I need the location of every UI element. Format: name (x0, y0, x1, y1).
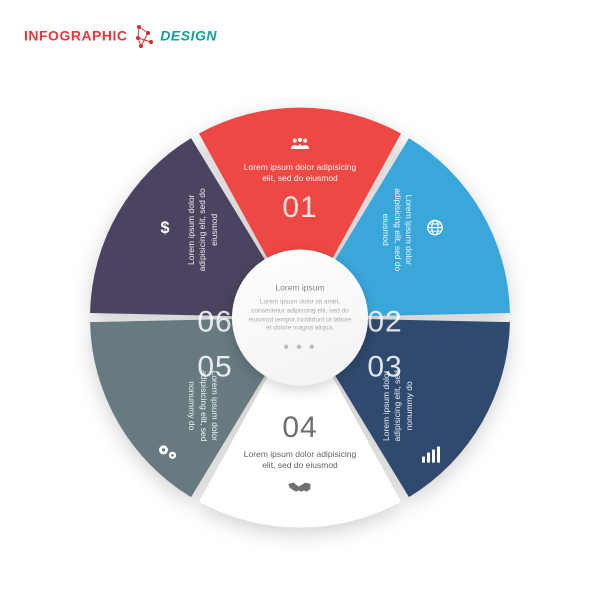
center-hub: Lorem ipsum Lorem ipsum dolor sit amet, … (232, 250, 368, 386)
logo-word-2: DESIGN (160, 28, 217, 44)
hub-body: Lorem ipsum dolor sit amet, consectetur … (246, 299, 354, 334)
segment-03-text: Lorem ipsum dolor adipisicing elit, sed … (381, 351, 415, 461)
segment-01-number: 01 (240, 191, 360, 225)
segment-05 (149, 444, 187, 472)
logo-network-icon (133, 24, 155, 50)
segment-04: 04 Lorem ipsum dolor adipisicing elit, s… (240, 411, 360, 500)
segment-02 (416, 219, 454, 247)
globe-icon (416, 219, 454, 241)
people-icon (240, 134, 360, 156)
gears-icon (149, 444, 187, 466)
brand-logo: INFOGRAPHIC DESIGN (24, 24, 217, 50)
segment-04-text: Lorem ipsum dolor adipisicing elit, sed … (240, 449, 360, 472)
dollar-icon: $ (146, 219, 184, 241)
segment-01-text: Lorem ipsum dolor adipisicing elit, sed … (240, 162, 360, 185)
segment-06-text: Lorem ipsum dolor adipisicing elit, sed … (186, 175, 220, 285)
logo-word-1: INFOGRAPHIC (24, 28, 128, 44)
svg-text:$: $ (160, 219, 169, 237)
segment-05-text: Lorem ipsum dolor adipisicing elit, sed … (186, 351, 220, 461)
handshake-icon (240, 478, 360, 500)
segment-04-number: 04 (240, 411, 360, 445)
segment-03 (413, 446, 451, 474)
segment-06: $ (146, 219, 184, 247)
segment-02-text: Lorem ipsum dolor adipisicing elit, sed … (380, 175, 414, 285)
infographic-wheel: Lorem ipsum dolor adipisicing elit, sed … (80, 98, 520, 538)
bars-icon (413, 446, 451, 468)
segment-01: Lorem ipsum dolor adipisicing elit, sed … (240, 134, 360, 225)
hub-pager-dots: ● ● ● (283, 342, 317, 353)
hub-title: Lorem ipsum (275, 283, 324, 293)
